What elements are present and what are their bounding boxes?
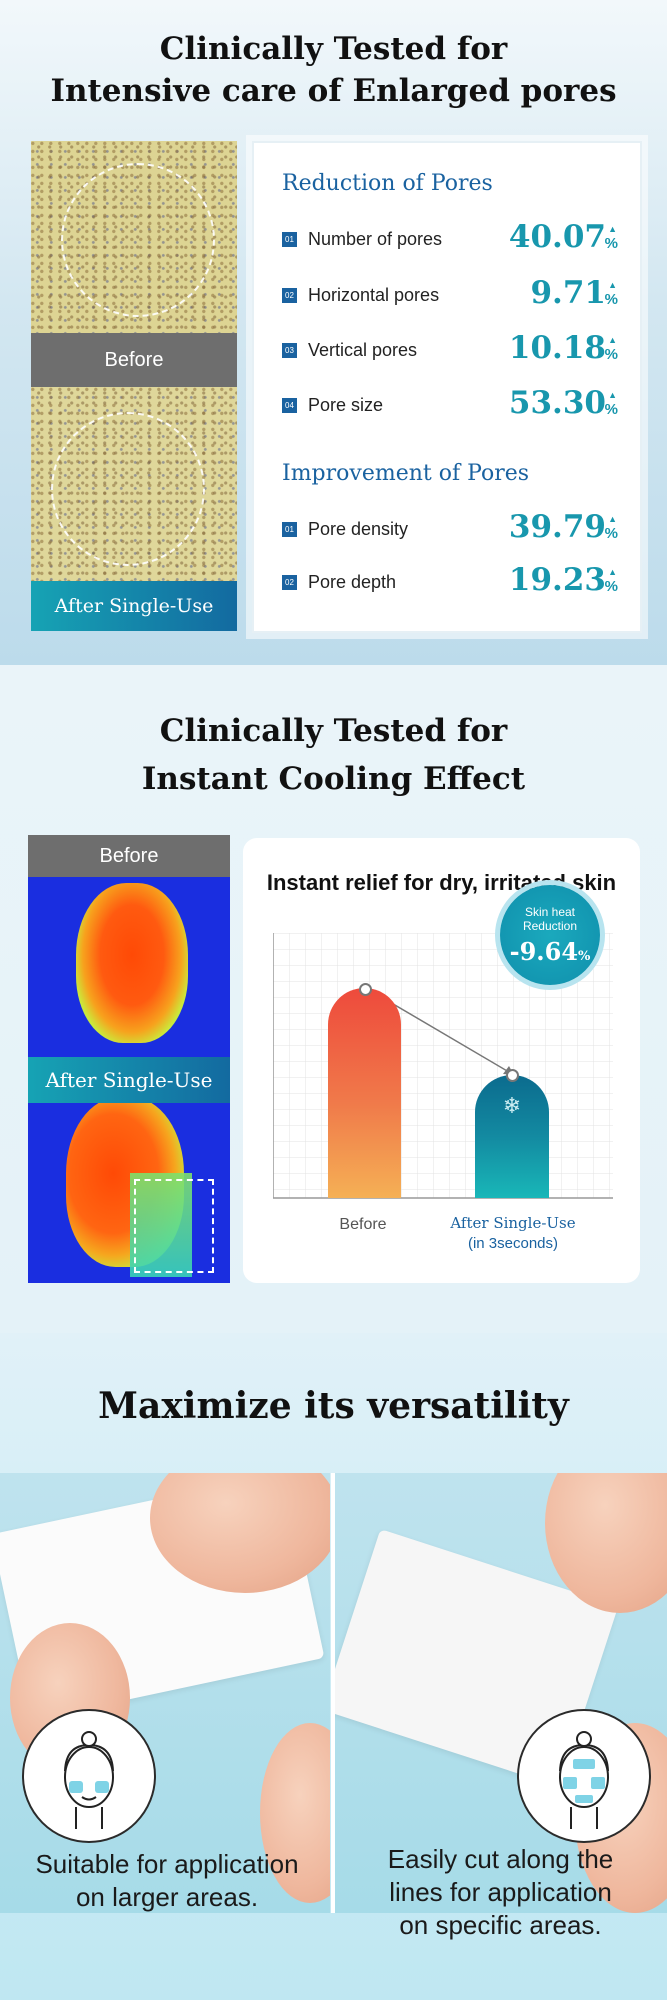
thermal-before-image <box>28 877 230 1057</box>
percent-unit: % <box>604 291 618 308</box>
pores-title-line2: Intensive care of Enlarged pores <box>50 73 617 109</box>
large-area-photo <box>0 1473 330 1913</box>
bar-before <box>328 988 401 1198</box>
row-number-badge: 02 <box>282 288 297 303</box>
dashed-circle <box>61 163 215 317</box>
before-label: Before <box>31 333 237 387</box>
versatility-title: Maximize its versatility <box>98 1385 569 1427</box>
photo-divider <box>331 1473 335 1913</box>
hand-top <box>150 1473 330 1593</box>
thermal-face <box>76 883 188 1043</box>
caption-specific-area: Easily cut along the lines for applicati… <box>334 1843 667 1942</box>
row-value: 19.23 <box>508 562 606 598</box>
dashed-circle <box>51 412 205 566</box>
percent-unit: % <box>604 235 618 252</box>
before-skin-image <box>31 141 237 333</box>
arrow-up-icon: ▲ <box>608 514 617 524</box>
row-label: Pore depth <box>308 572 397 592</box>
badge-unit: % <box>578 949 591 964</box>
before-label: Before <box>28 835 230 877</box>
versatility-section: Maximize its versatility <box>0 1333 667 2000</box>
percent-unit: % <box>604 401 618 418</box>
skin-heat-reduction-badge: Skin heat Reduction -9.64% <box>500 885 600 985</box>
caption-right-line2: lines for application <box>389 1877 612 1907</box>
row-number-badge: 02 <box>282 575 297 590</box>
card-title: Instant relief for dry, irritated skin <box>266 870 617 895</box>
row-value: 9.71 <box>530 275 606 311</box>
row-value: 10.18 <box>508 330 606 366</box>
row-number-badge: 04 <box>282 398 297 413</box>
improvement-row: 02 Pore depth 19.23 ▲ % <box>282 562 618 598</box>
improvement-title: Improvement of Pores <box>282 461 530 486</box>
reduction-title: Reduction of Pores <box>282 171 493 196</box>
after-skin-image <box>31 387 237 581</box>
bar-before-marker <box>359 983 372 996</box>
arrow-up-icon: ▲ <box>608 335 617 345</box>
row-number-badge: 01 <box>282 232 297 247</box>
face-large-area-icon <box>22 1709 156 1843</box>
row-label: Pore size <box>308 395 384 415</box>
row-number-badge: 03 <box>282 343 297 358</box>
after-single-use-label: After Single-Use <box>28 1057 230 1103</box>
reduction-row: 02 Horizontal pores 9.71 ▲ % <box>282 275 618 311</box>
row-label: Vertical pores <box>308 340 418 360</box>
dashed-focus-box <box>134 1179 214 1273</box>
percent-unit: % <box>604 578 618 595</box>
cooled-area <box>130 1173 192 1277</box>
row-value: 53.30 <box>508 385 606 421</box>
percent-unit: % <box>604 525 618 542</box>
reduction-row: 04 Pore size 53.30 ▲ % <box>282 385 618 421</box>
reduction-row: 01 Number of pores 40.07 ▲ % <box>282 219 618 255</box>
bar-before-label: Before <box>339 1216 387 1233</box>
row-value: 40.07 <box>508 219 606 255</box>
cooling-section: Clinically Tested for Instant Cooling Ef… <box>0 665 667 1333</box>
improvement-row: 01 Pore density 39.79 ▲ % <box>282 509 618 545</box>
thermal-after-image <box>28 1103 230 1283</box>
pores-section-title: Clinically Tested for Intensive care of … <box>0 28 667 112</box>
arrow-up-icon: ▲ <box>608 567 617 577</box>
pores-title-line1: Clinically Tested for <box>159 31 508 67</box>
row-number-badge: 01 <box>282 522 297 537</box>
bar-after: ❄ <box>475 1075 549 1198</box>
bar-after-marker <box>506 1069 519 1082</box>
after-single-use-label: After Single-Use <box>31 581 237 631</box>
arrow-up-icon: ▲ <box>608 390 617 400</box>
row-label: Pore density <box>308 519 409 539</box>
caption-large-area: Suitable for application on larger areas… <box>0 1848 334 1914</box>
cooling-title-line2: Instant Cooling Effect <box>141 761 526 797</box>
caption-left-line1: Suitable for application <box>35 1849 299 1879</box>
row-label: Number of pores <box>308 229 443 249</box>
row-label: Horizontal pores <box>308 285 440 305</box>
reduction-row: 03 Vertical pores 10.18 ▲ % <box>282 330 618 366</box>
pores-section: Clinically Tested for Intensive care of … <box>0 0 667 665</box>
pore-results-card: Reduction of Pores 01 Number of pores 40… <box>252 141 642 633</box>
caption-right-line1: Easily cut along the <box>387 1844 614 1874</box>
cooling-chart-card: Instant relief for dry, irritated skin ❄… <box>243 838 640 1283</box>
percent-unit: % <box>604 346 618 363</box>
caption-left-line2: on larger areas. <box>75 1882 259 1912</box>
bar-after-sublabel: (in 3seconds) <box>467 1235 559 1252</box>
cooling-section-title: Clinically Tested for Instant Cooling Ef… <box>0 707 667 803</box>
cooling-title-line1: Clinically Tested for <box>159 713 508 749</box>
arrow-up-icon: ▲ <box>608 224 617 234</box>
badge-value: -9.64 <box>509 937 579 966</box>
snowflake-icon: ❄ <box>502 1093 522 1118</box>
bar-after-label: After Single-Use <box>450 1214 576 1232</box>
caption-right-line3: on specific areas. <box>399 1910 602 1940</box>
face-specific-area-icon <box>517 1709 651 1843</box>
arrow-up-icon: ▲ <box>608 280 617 290</box>
badge-line1: Skin heat <box>524 905 576 919</box>
badge-line2: Reduction <box>522 919 578 933</box>
row-value: 39.79 <box>508 509 606 545</box>
